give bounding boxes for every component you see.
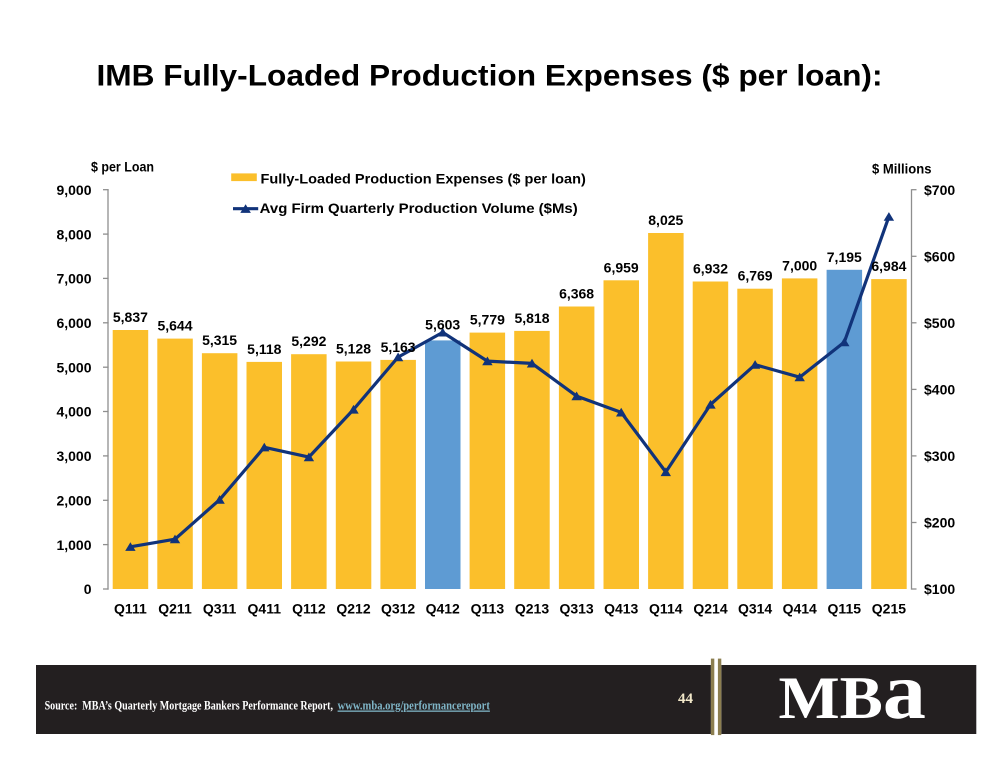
- svg-text:Q112: Q112: [292, 601, 326, 617]
- svg-text:$ per Loan: $ per Loan: [91, 159, 154, 175]
- svg-text:5,000: 5,000: [56, 359, 91, 375]
- svg-text:Q114: Q114: [649, 601, 683, 617]
- svg-text:5,128: 5,128: [336, 341, 371, 357]
- svg-text:$ Millions: $ Millions: [872, 161, 932, 177]
- svg-text:Q412: Q412: [426, 601, 460, 617]
- svg-text:IMB Fully-Loaded Production Ex: IMB Fully-Loaded Production Expenses ($ …: [97, 59, 883, 92]
- svg-text:8,025: 8,025: [648, 212, 683, 228]
- svg-text:6,932: 6,932: [693, 261, 728, 277]
- svg-text:$500: $500: [924, 315, 955, 331]
- svg-text:Q215: Q215: [872, 601, 906, 617]
- svg-text:Q314: Q314: [738, 601, 772, 617]
- svg-text:$300: $300: [924, 448, 955, 464]
- svg-text:Q214: Q214: [693, 601, 727, 617]
- svg-text:6,769: 6,769: [738, 268, 773, 284]
- svg-text:44: 44: [678, 691, 694, 707]
- svg-text:2,000: 2,000: [56, 493, 91, 509]
- svg-text:5,603: 5,603: [425, 316, 460, 332]
- svg-text:6,959: 6,959: [604, 259, 639, 275]
- svg-text:5,644: 5,644: [157, 318, 192, 334]
- svg-text:6,984: 6,984: [871, 258, 906, 274]
- svg-text:$700: $700: [924, 182, 955, 198]
- svg-text:Q312: Q312: [381, 601, 415, 617]
- svg-text:7,195: 7,195: [827, 249, 862, 265]
- svg-text:Q311: Q311: [203, 601, 237, 617]
- svg-text:7,000: 7,000: [56, 271, 91, 287]
- svg-text:1,000: 1,000: [56, 537, 91, 553]
- svg-text:4,000: 4,000: [56, 404, 91, 420]
- svg-text:9,000: 9,000: [56, 182, 91, 198]
- svg-text:8,000: 8,000: [56, 226, 91, 242]
- svg-text:www.mba.org/performancereport: www.mba.org/performancereport: [338, 698, 491, 713]
- svg-text:$100: $100: [924, 581, 955, 597]
- svg-text:MBa: MBa: [779, 648, 927, 736]
- svg-text:3,000: 3,000: [56, 448, 91, 464]
- svg-text:$600: $600: [924, 249, 955, 265]
- svg-text:Q115: Q115: [828, 601, 862, 617]
- svg-text:5,315: 5,315: [202, 332, 237, 348]
- svg-text:$200: $200: [924, 515, 955, 531]
- svg-text:Q313: Q313: [559, 601, 593, 617]
- svg-text:Q211: Q211: [158, 601, 192, 617]
- svg-text:5,818: 5,818: [514, 310, 549, 326]
- svg-text:Avg Firm Quarterly Production: Avg Firm Quarterly Production Volume ($M…: [260, 200, 578, 216]
- svg-text:Q213: Q213: [515, 601, 549, 617]
- svg-text:6,368: 6,368: [559, 286, 594, 302]
- svg-text:0: 0: [84, 581, 92, 597]
- svg-text:Q413: Q413: [604, 601, 638, 617]
- svg-text:Source: MBA’s Quarterly Mortg: Source: MBA’s Quarterly Mortgage Bankers…: [45, 698, 333, 713]
- svg-text:5,163: 5,163: [381, 339, 416, 355]
- svg-text:Q111: Q111: [114, 601, 147, 617]
- svg-text:7,000: 7,000: [782, 257, 817, 273]
- svg-text:Q212: Q212: [336, 601, 370, 617]
- svg-text:5,779: 5,779: [470, 312, 505, 328]
- svg-text:$400: $400: [924, 382, 955, 398]
- svg-text:5,292: 5,292: [291, 333, 326, 349]
- svg-text:Fully-Loaded Production Expens: Fully-Loaded Production Expenses ($ per …: [261, 171, 586, 187]
- svg-text:Q414: Q414: [783, 601, 817, 617]
- svg-text:Q411: Q411: [248, 601, 282, 617]
- svg-text:6,000: 6,000: [56, 315, 91, 331]
- svg-text:5,118: 5,118: [247, 341, 281, 357]
- svg-text:5,837: 5,837: [113, 309, 148, 325]
- svg-text:Q113: Q113: [471, 601, 505, 617]
